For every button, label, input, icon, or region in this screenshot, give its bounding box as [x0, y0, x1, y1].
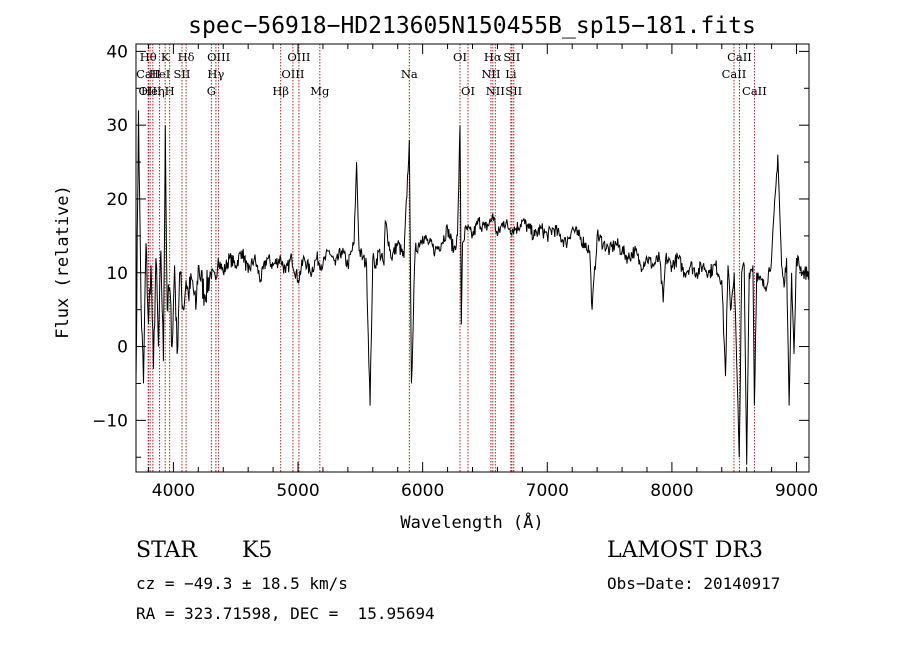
x-tick-label: 6000: [401, 481, 444, 501]
spectral-line-label: G: [207, 84, 216, 98]
y-tick-label: 0: [117, 338, 128, 358]
x-axis-label: Wavelength (Å): [400, 511, 543, 533]
x-tick-label: 4000: [152, 481, 195, 501]
spectral-line-label: Hδ: [178, 50, 195, 64]
x-tick-label: 7000: [526, 481, 569, 501]
spectral-line-label: SII: [503, 50, 520, 64]
spectral-line-label: Li: [505, 67, 517, 81]
spectral-line-label: Mg: [310, 84, 330, 98]
spectral-line-label: SII: [505, 84, 522, 98]
spectrum-series: [135, 110, 810, 465]
spectral-line-label: Heη: [141, 84, 165, 98]
spectral-line-label: CaII: [742, 84, 767, 98]
y-tick-label: 40: [106, 42, 128, 62]
spectrum-line: [135, 110, 810, 465]
chart-title: spec−56918−HD213605N150455B_sp15−181.fit…: [188, 13, 756, 39]
x-tick-label: 5000: [276, 481, 319, 501]
spectral-line-label: Na: [401, 67, 418, 81]
object-type: STAR: [136, 538, 197, 563]
spectral-line-label: SII: [174, 67, 191, 81]
spectral-line-label: OIII: [281, 67, 304, 81]
x-axis-ticks: 4000 5000 6000 7000 8000 9000: [147, 44, 818, 501]
redshift-velocity: cz = −49.3 ± 18.5 km/s: [136, 574, 348, 593]
spectral-line-label: H: [165, 84, 175, 98]
spectrum-chart: spec−56918−HD213605N150455B_sp15−181.fit…: [53, 13, 818, 533]
spectral-line-label: CaII: [136, 67, 161, 81]
spectral-line-label: OIII: [287, 50, 310, 64]
spectral-line-label: NII: [481, 67, 500, 81]
spectral-line-label: OI: [461, 84, 475, 98]
spectral-line-label: Hβ: [272, 84, 289, 98]
y-tick-label: 10: [106, 264, 128, 284]
y-axis-ticks: −10 0 10 20 30 40: [92, 42, 809, 458]
spectral-line-label: OI: [453, 50, 467, 64]
spectral-line-label: HeI: [149, 67, 170, 81]
x-tick-label: 9000: [775, 481, 818, 501]
spectral-line-label: NII: [486, 84, 505, 98]
spectral-line-label: Hγ: [207, 67, 224, 81]
y-tick-label: 30: [106, 116, 128, 136]
spectral-line-label: OIII: [207, 50, 230, 64]
x-tick-label: 8000: [650, 481, 693, 501]
spectral-line-label: CaII: [722, 67, 747, 81]
survey-name: LAMOST DR3: [607, 538, 763, 563]
spectral-line-label: K: [161, 50, 170, 64]
coordinates: RA = 323.71598, DEC = 15.95694: [136, 604, 435, 623]
y-tick-label: 20: [106, 190, 128, 210]
plot-frame: [135, 43, 810, 473]
spectral-line-label: OIII: [139, 84, 162, 98]
spectral-line-label: Hα: [484, 50, 502, 64]
spectral-subclass: K5: [242, 538, 273, 563]
y-axis-label: Flux (relative): [53, 185, 73, 339]
observation-date: Obs−Date: 20140917: [607, 574, 781, 593]
y-tick-label: −10: [92, 411, 128, 431]
spectral-line-label: CaII: [727, 50, 752, 64]
